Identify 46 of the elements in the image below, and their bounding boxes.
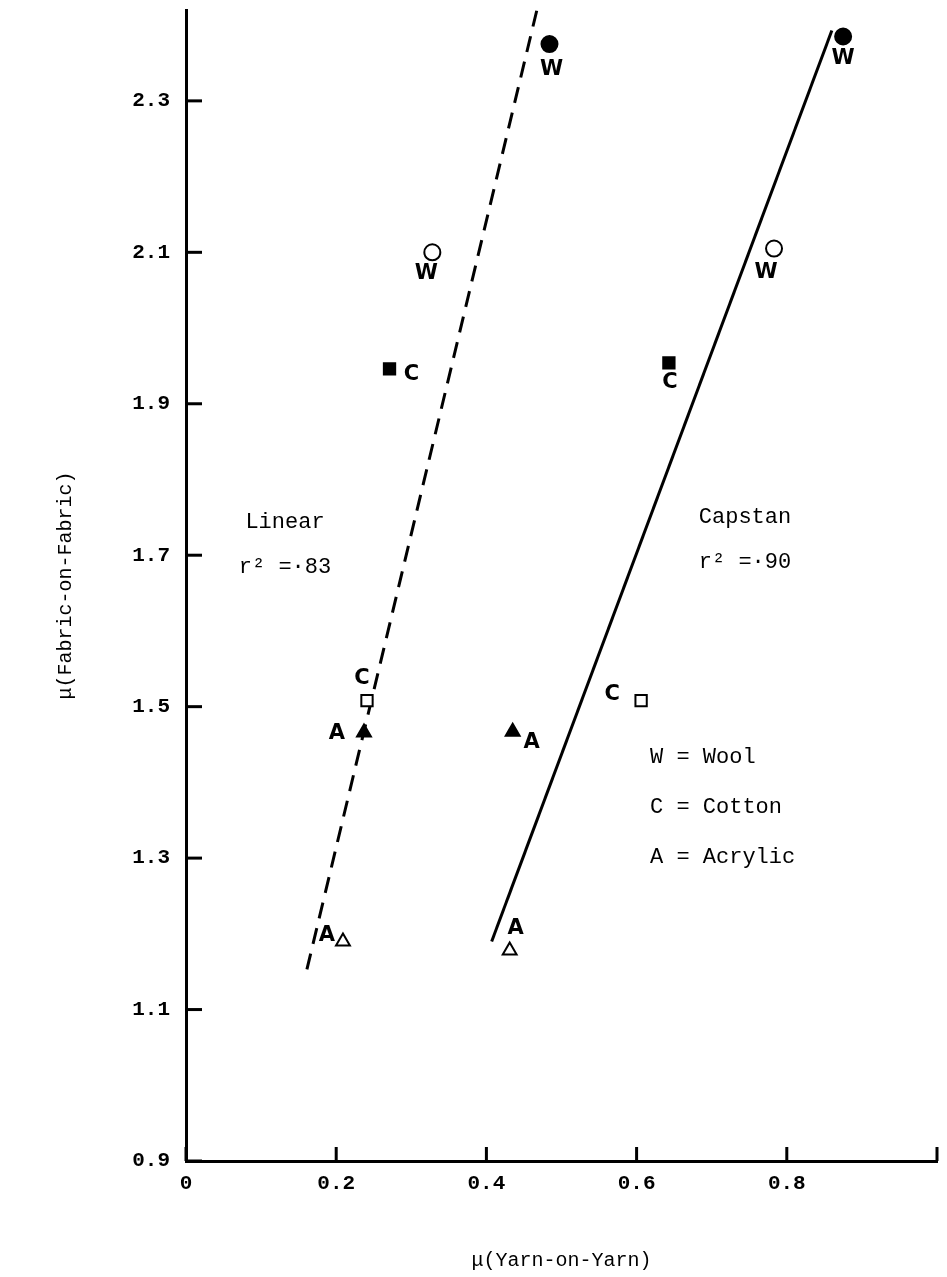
- x-tick-label: 0: [179, 1171, 193, 1195]
- series-label: A: [523, 729, 541, 754]
- annotation: A = Acrylic: [650, 844, 796, 870]
- text: A: [328, 719, 346, 744]
- y-axis-title: μ(Fabric-on-Fabric): [54, 471, 78, 700]
- x-tick-label: 0.6: [617, 1171, 656, 1195]
- point: [765, 239, 784, 258]
- y-tick-label: 2.3: [132, 89, 170, 113]
- text: C: [403, 361, 420, 386]
- point: [834, 27, 853, 46]
- point: [662, 356, 676, 370]
- x-axis-title: μ(Yarn-on-Yarn): [471, 1249, 652, 1273]
- annotation: W = Wool: [650, 744, 756, 770]
- series-label: C: [662, 369, 678, 394]
- text: A: [507, 914, 524, 939]
- y-tick-label: 1.1: [132, 997, 170, 1021]
- point: [423, 243, 442, 262]
- x-tick-label: 0.8: [767, 1171, 806, 1195]
- annotation: C = Cotton: [650, 794, 783, 820]
- annotation: Capstan: [698, 504, 792, 530]
- point: [540, 35, 559, 54]
- series-label: C: [354, 665, 370, 690]
- text: W: [539, 55, 564, 80]
- y-tick-label: 1.9: [132, 392, 170, 416]
- annotation: r² =·83: [238, 554, 332, 580]
- series-label: A: [318, 921, 336, 946]
- point: [356, 723, 372, 738]
- y-tick-label: 0.9: [132, 1149, 170, 1173]
- point: [360, 693, 374, 708]
- x-tick-label: 0.2: [317, 1171, 356, 1195]
- annotation: r² =·90: [698, 549, 792, 575]
- point: [382, 362, 397, 376]
- text: C: [604, 681, 620, 706]
- series-label: W: [831, 44, 855, 69]
- text: W: [754, 258, 778, 283]
- y-tick-label: 1.7: [132, 543, 170, 567]
- x-tick-label: 0.4: [467, 1171, 506, 1195]
- series-label: W: [414, 259, 438, 284]
- point: [634, 693, 648, 708]
- point: [335, 932, 351, 947]
- y-tick-label: 2.1: [132, 240, 170, 264]
- y-tick-label: 1.5: [132, 694, 170, 718]
- y-tick-label: 1.3: [132, 846, 170, 870]
- point: [501, 941, 518, 956]
- point: [504, 722, 521, 737]
- annotation: Linear: [245, 509, 325, 535]
